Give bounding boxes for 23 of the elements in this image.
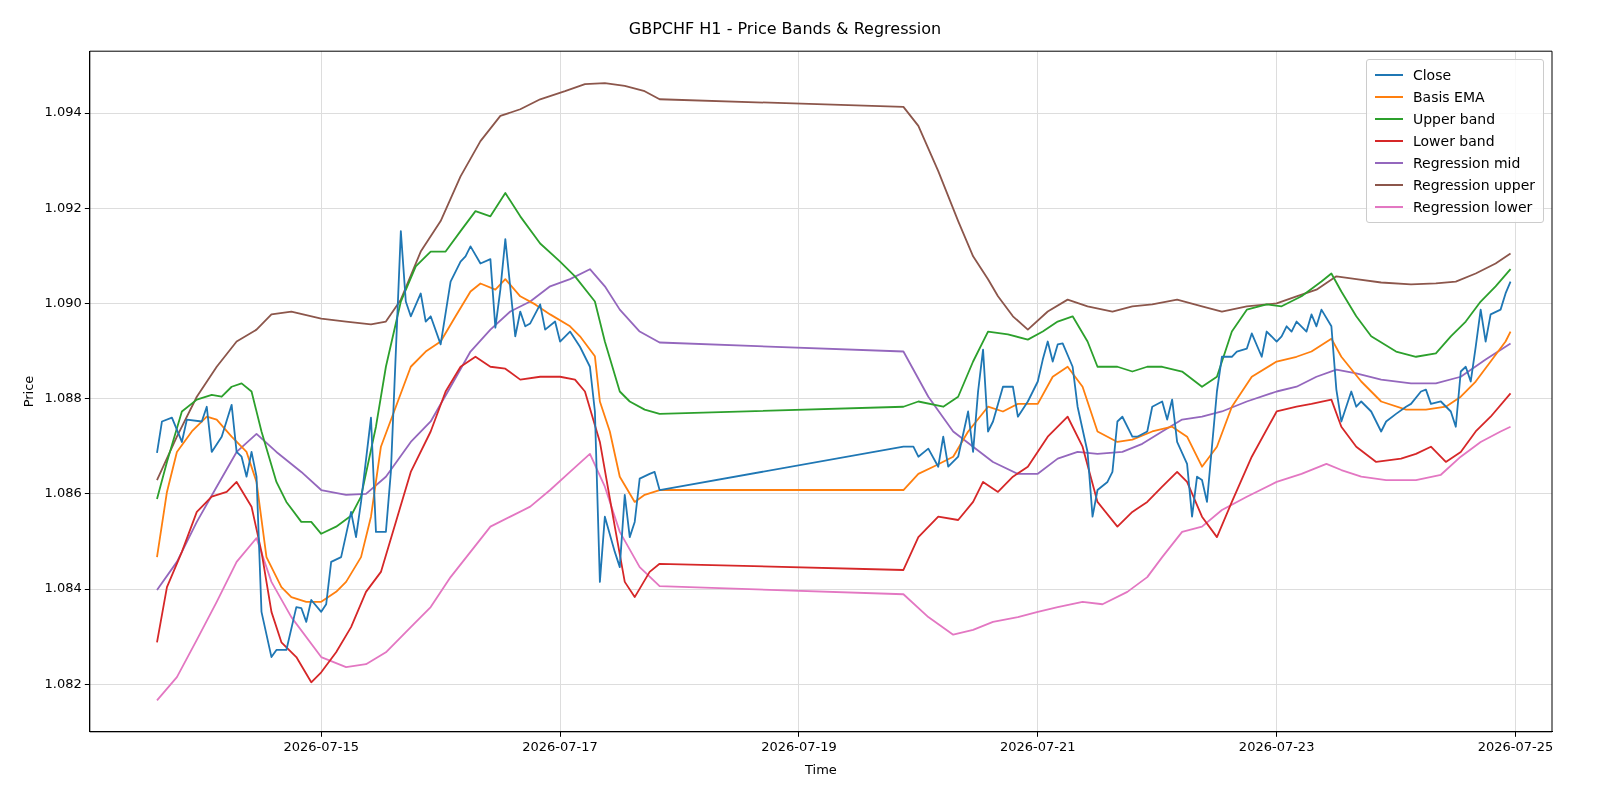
y-tick-label: 1.088 (44, 390, 82, 406)
x-tick-label: 2026-07-23 (1238, 738, 1315, 754)
y-tick-label: 1.086 (44, 485, 82, 501)
legend-label: Basis EMA (1412, 89, 1485, 106)
legend-label: Upper band (1412, 111, 1496, 128)
y-tick-label: 1.082 (44, 675, 82, 691)
chart-title: GBPCHF H1 - Price Bands & Regression (628, 18, 942, 38)
legend-label: Regression mid (1412, 155, 1521, 172)
legend-label: Close (1412, 67, 1452, 84)
x-tick-label: 2026-07-21 (1000, 738, 1076, 754)
y-axis-title: Price (21, 375, 37, 408)
x-tick-label: 2026-07-17 (522, 738, 598, 754)
y-tick-label: 1.084 (44, 580, 82, 596)
legend-label: Regression lower (1412, 199, 1533, 216)
y-tick-label: 1.094 (44, 104, 82, 120)
y-tick-label: 1.092 (44, 199, 82, 215)
legend-label: Lower band (1412, 133, 1495, 150)
x-axis-title: Time (803, 761, 837, 777)
x-tick-label: 2026-07-25 (1477, 738, 1554, 754)
x-tick-label: 2026-07-19 (761, 738, 837, 754)
x-tick-label: 2026-07-15 (283, 738, 359, 754)
y-tick-label: 1.090 (44, 294, 82, 310)
legend-label: Regression upper (1412, 177, 1535, 194)
